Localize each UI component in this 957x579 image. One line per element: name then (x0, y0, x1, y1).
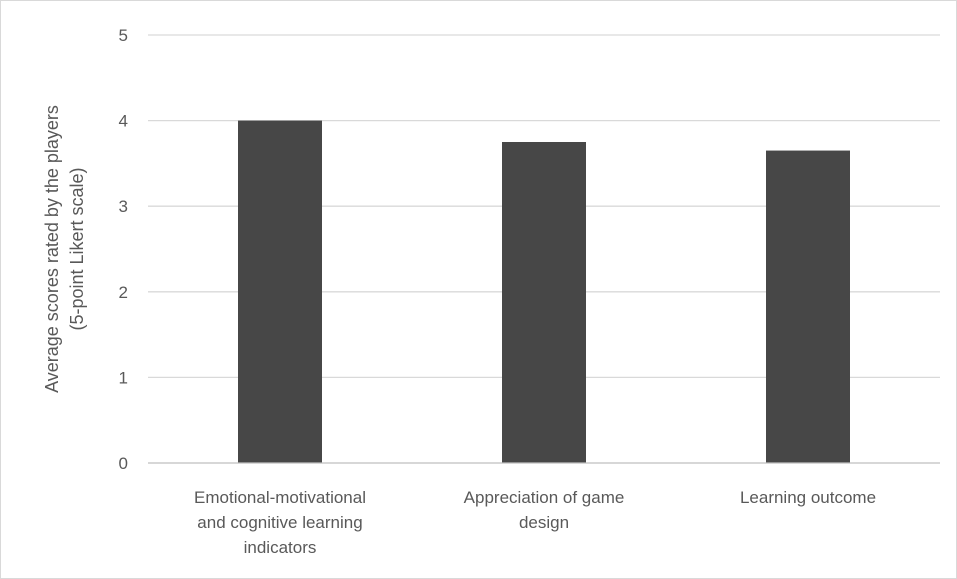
y-tick-label: 3 (119, 197, 128, 216)
x-tick-labels: Emotional-motivational and cognitive lear… (194, 488, 876, 557)
bar (766, 150, 850, 463)
y-axis-label: Average scores rated by the players (5-po… (42, 105, 87, 393)
x-tick-label: Appreciation of game design (464, 488, 625, 532)
y-tick-label: 2 (119, 283, 128, 302)
bar (238, 120, 322, 463)
y-tick-label: 1 (119, 368, 128, 387)
y-tick-label: 0 (119, 454, 128, 473)
bar (502, 142, 586, 463)
x-tick-label: Learning outcome (740, 488, 876, 507)
y-tick-label: 4 (119, 112, 128, 131)
y-tick-labels: 0 1 2 3 4 5 (119, 26, 128, 473)
bars (238, 120, 850, 463)
y-tick-label: 5 (119, 26, 128, 45)
x-tick-label: Emotional-motivational and cognitive lear… (194, 488, 366, 557)
